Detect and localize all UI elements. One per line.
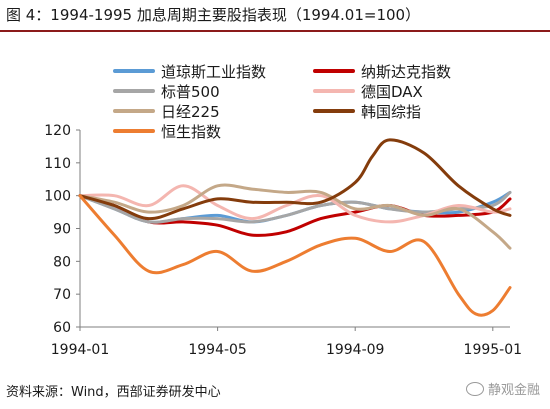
series-lines — [78, 138, 512, 317]
watermark-text: 静观金融 — [487, 383, 540, 398]
series-line-4 — [78, 184, 512, 224]
legend-label: 纳斯达克指数 — [361, 63, 451, 81]
series-line-7 — [78, 194, 512, 317]
y-tick-label: 60 — [53, 320, 71, 336]
y-tick-label: 90 — [53, 222, 71, 238]
wechat-icon — [465, 382, 484, 396]
watermark: 静观金融 — [465, 379, 540, 398]
series-line-6 — [78, 138, 512, 221]
x-tick-label: 1994-09 — [326, 342, 385, 358]
legend-label: 恒生指数 — [161, 123, 221, 141]
legend-label: 韩国综指 — [361, 103, 421, 121]
x-tick-label: 1994-05 — [188, 342, 247, 358]
y-tick-label: 120 — [44, 123, 71, 139]
legend-label: 标普500 — [161, 83, 220, 101]
y-tick-label: 110 — [44, 156, 71, 172]
y-tick-label: 70 — [53, 287, 71, 303]
series-line-5 — [78, 183, 512, 250]
source-note: 资料来源：Wind，西部证券研发中心 — [6, 385, 221, 400]
y-tick-label: 100 — [44, 189, 71, 205]
title-rule — [0, 30, 550, 32]
axes: 60 70 80 90 100 110 120 1994-01 1994-05 1994-09 19… — [44, 123, 522, 358]
y-tick-label: 80 — [53, 254, 71, 270]
legend-label: 德国DAX — [361, 83, 423, 101]
chart-title: 图 4：1994-1995 加息周期主要股指表现（1994.01=100） — [6, 6, 421, 24]
legend-label: 日经225 — [161, 103, 220, 121]
legend-label: 道琼斯工业指数 — [161, 63, 266, 81]
x-tick-label: 1994-01 — [51, 342, 110, 358]
x-tick-label: 1995-01 — [464, 342, 523, 358]
